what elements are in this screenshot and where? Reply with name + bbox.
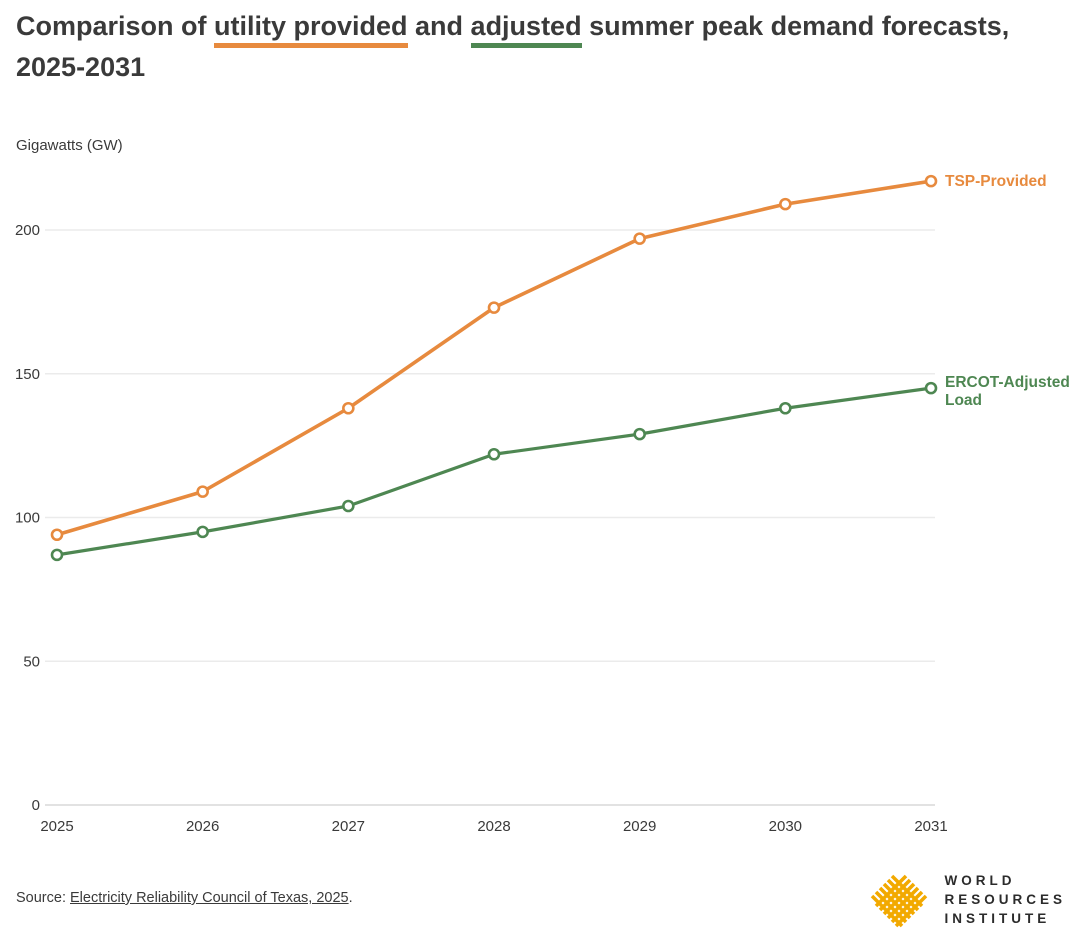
source-note: Source: Electricity Reliability Council … xyxy=(16,890,353,906)
series-line-tsp-provided xyxy=(55,179,933,537)
wri-weave-icon xyxy=(869,869,930,929)
wri-logo-line-resources: RESOURCES xyxy=(944,891,1066,907)
data-point-marker xyxy=(633,232,646,245)
x-tick-label: 2030 xyxy=(769,818,802,835)
x-tick-label: 2025 xyxy=(40,818,73,835)
x-tick-label: 2028 xyxy=(477,818,510,835)
title-prefix: Comparison of xyxy=(16,11,215,41)
y-tick-label: 50 xyxy=(23,653,40,670)
data-point-marker xyxy=(487,301,501,314)
line-chart: 0 50 100 150 200 2025 2026 2027 2028 2029 2030 2031… xyxy=(15,173,1070,835)
x-tick-label: 2026 xyxy=(186,818,219,835)
data-point-marker xyxy=(196,525,209,539)
wri-logo-line-institute: INSTITUTE xyxy=(944,910,1051,926)
title-suffix: summer peak demand forecasts, 2025-2031 xyxy=(16,11,1010,82)
y-tick-label: 100 xyxy=(15,510,40,527)
data-point-marker xyxy=(633,427,646,441)
source-prefix: Source: xyxy=(16,890,70,906)
title-highlight-utility-provided: utility provided xyxy=(214,11,408,48)
wri-logo: WORLD RESOURCES INSTITUTE xyxy=(868,868,1066,930)
data-point-marker xyxy=(50,548,64,562)
y-tick-label: 150 xyxy=(15,366,40,383)
series-end-label: ERCOT-Adjusted xyxy=(945,374,1070,391)
series-line-ercot-adjusted xyxy=(55,386,933,557)
title-middle: and xyxy=(407,11,471,41)
data-point-marker xyxy=(196,485,209,498)
title-highlight-adjusted: adjusted xyxy=(470,11,582,48)
chart-title: Comparison of utility provided and adjus… xyxy=(16,6,1068,87)
data-point-marker xyxy=(924,381,938,395)
series-end-label: Load xyxy=(945,392,982,409)
source-suffix: . xyxy=(348,890,353,906)
data-point-marker xyxy=(342,401,355,415)
data-point-marker xyxy=(924,174,938,188)
data-point-marker xyxy=(50,528,64,542)
y-tick-label: 200 xyxy=(15,222,40,239)
x-tick-label: 2027 xyxy=(332,818,365,835)
data-point-marker xyxy=(779,401,792,415)
wri-logo-line-world: WORLD xyxy=(944,872,1016,888)
x-tick-label: 2031 xyxy=(914,818,947,835)
data-point-marker xyxy=(342,499,355,513)
y-axis-label: Gigawatts (GW) xyxy=(16,137,123,154)
data-point-marker xyxy=(487,447,501,461)
series-end-label: TSP-Provided xyxy=(945,173,1047,190)
source-link[interactable]: Electricity Reliability Council of Texas… xyxy=(70,890,349,906)
y-tick-label: 0 xyxy=(32,797,40,814)
x-tick-label: 2029 xyxy=(623,818,656,835)
wri-logo-text: WORLD RESOURCES INSTITUTE xyxy=(944,873,1066,926)
data-point-marker xyxy=(779,197,792,211)
